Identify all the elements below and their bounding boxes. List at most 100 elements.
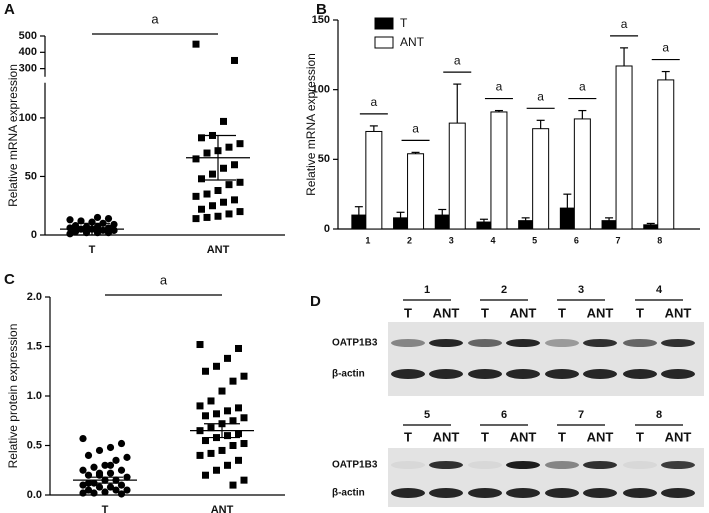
data-point: [240, 440, 248, 448]
bar: [365, 130, 383, 230]
data-point: [106, 483, 115, 491]
data-point: [203, 213, 211, 221]
data-point: [106, 461, 115, 469]
data-point: [112, 486, 120, 494]
data-point: [229, 481, 237, 489]
y-tick-label: 300: [19, 63, 37, 75]
data-point: [224, 407, 231, 415]
data-point: [240, 476, 248, 484]
bar: [559, 207, 575, 230]
y-tick-label: 0.0: [27, 489, 42, 501]
legend-swatch: [374, 36, 394, 49]
x-tick-label: 1: [365, 235, 370, 245]
blot-band: [661, 339, 695, 347]
data-point: [196, 341, 204, 349]
data-point: [84, 486, 93, 494]
bar: [518, 220, 534, 230]
lane-group-label: 8: [656, 409, 662, 421]
bar: [601, 220, 617, 230]
blot-band: [583, 369, 617, 379]
data-point: [117, 466, 126, 474]
data-point: [95, 469, 104, 477]
data-point: [229, 377, 237, 385]
y-axis-label: Relative mRNA expression: [304, 53, 318, 196]
y-tick-label: 0: [324, 223, 330, 235]
data-point: [192, 155, 200, 163]
blot-band: [661, 461, 695, 469]
lane-group-label: 5: [424, 409, 430, 421]
significance-label: a: [621, 17, 628, 31]
lane-group-label: 7: [578, 409, 584, 421]
significance-label: a: [454, 53, 461, 67]
data-point: [225, 210, 233, 218]
y-tick-label: 100: [19, 112, 37, 124]
data-point: [93, 213, 102, 222]
lane-label: T: [558, 429, 566, 444]
bar: [407, 153, 425, 230]
data-point: [218, 446, 226, 454]
y-tick-label: 1.5: [27, 340, 42, 352]
significance-label: a: [160, 272, 168, 287]
significance-label: a: [496, 80, 503, 94]
data-point: [112, 456, 120, 464]
y-tick-label: 400: [19, 46, 37, 58]
data-point: [198, 175, 205, 183]
data-point: [88, 218, 96, 226]
blot-band: [623, 369, 657, 379]
data-point: [101, 488, 109, 496]
blot-band: [391, 369, 425, 379]
x-tick-label: 2: [407, 235, 412, 245]
protein-label: OATP1B3: [332, 338, 378, 349]
data-point: [220, 198, 227, 206]
panel-label: C: [4, 271, 15, 288]
data-point: [207, 397, 215, 405]
blot-band: [583, 488, 617, 498]
data-point: [117, 490, 126, 498]
data-point: [231, 161, 238, 169]
blot-band: [583, 461, 617, 469]
data-point: [110, 226, 118, 234]
blot-band: [545, 488, 579, 498]
blot-band: [391, 461, 425, 469]
bar: [532, 128, 550, 230]
lane-label: T: [636, 305, 644, 320]
data-point: [235, 404, 242, 412]
lane-label: T: [481, 305, 489, 320]
legend-label: T: [400, 16, 408, 30]
bar: [643, 224, 659, 230]
blot-membrane: [388, 448, 704, 507]
data-point: [207, 449, 215, 457]
x-tick-label: 4: [490, 235, 495, 245]
blot-band: [545, 369, 579, 379]
lane-label: ANT: [587, 429, 614, 444]
data-point: [198, 134, 205, 142]
lane-group-label: 3: [578, 284, 584, 296]
data-point: [90, 463, 98, 471]
data-point: [236, 140, 244, 148]
blot-band: [623, 488, 657, 498]
data-point: [236, 208, 244, 216]
significance-label: a: [371, 95, 378, 109]
lane-label: T: [404, 429, 412, 444]
data-point: [117, 439, 126, 448]
data-point: [225, 181, 233, 189]
legend-label: ANT: [400, 35, 425, 49]
y-tick-label: 50: [318, 153, 330, 165]
x-tick-label: ANT: [211, 504, 234, 513]
data-point: [240, 372, 248, 380]
blot-band: [583, 339, 617, 347]
data-point: [218, 387, 226, 395]
lane-label: ANT: [433, 305, 460, 320]
y-tick-label: 0.5: [27, 439, 42, 451]
x-tick-label: 8: [657, 235, 662, 245]
significance-label: a: [412, 122, 419, 136]
data-point: [106, 469, 115, 477]
y-tick-label: 150: [312, 14, 330, 26]
data-point: [95, 483, 104, 491]
data-point: [79, 434, 87, 443]
data-point: [229, 417, 237, 425]
y-tick-label: 0: [31, 229, 37, 241]
bar: [615, 65, 633, 230]
